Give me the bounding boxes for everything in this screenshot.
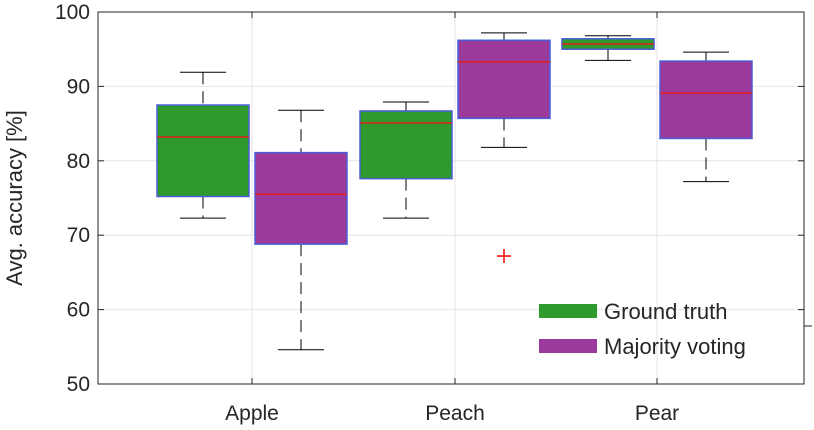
legend-swatch: [539, 339, 597, 353]
box-ground-truth-apple: [156, 71, 250, 219]
y-tick-label: 70: [67, 224, 90, 247]
box-majority-voting-pear: [659, 51, 753, 183]
legend-swatch: [539, 304, 597, 318]
box-series: [156, 32, 753, 351]
box-majority-voting-apple: [254, 109, 348, 351]
y-axis-ticks: 50 60 70 80 90 100: [55, 1, 804, 396]
x-tick-label: Apple: [225, 402, 279, 425]
x-tick-label: Pear: [635, 402, 679, 425]
x-tick-label: Peach: [425, 402, 485, 425]
y-tick-label: 60: [67, 299, 90, 322]
y-tick-label: 50: [67, 373, 90, 396]
box-majority-voting-peach: [457, 32, 551, 264]
y-tick-label: 100: [55, 1, 90, 24]
x-axis-ticks: Apple Peach Pear: [225, 12, 679, 425]
iqr-box: [156, 104, 250, 198]
iqr-box: [659, 60, 753, 140]
box-ground-truth-pear: [561, 35, 655, 61]
y-axis-title: Avg. accuracy [%]: [2, 110, 27, 286]
iqr-box: [457, 39, 551, 120]
y-tick-label: 90: [67, 75, 90, 98]
plot-frame: [97, 11, 805, 385]
legend: Ground truth Majority voting: [539, 299, 746, 359]
outlier-marker: [497, 249, 511, 264]
y-tick-label: 80: [67, 150, 90, 173]
legend-label: Ground truth: [604, 299, 728, 324]
legend-label: Majority voting: [604, 334, 746, 359]
iqr-box: [359, 110, 453, 180]
iqr-box: [254, 151, 348, 245]
box-ground-truth-peach: [359, 101, 453, 219]
